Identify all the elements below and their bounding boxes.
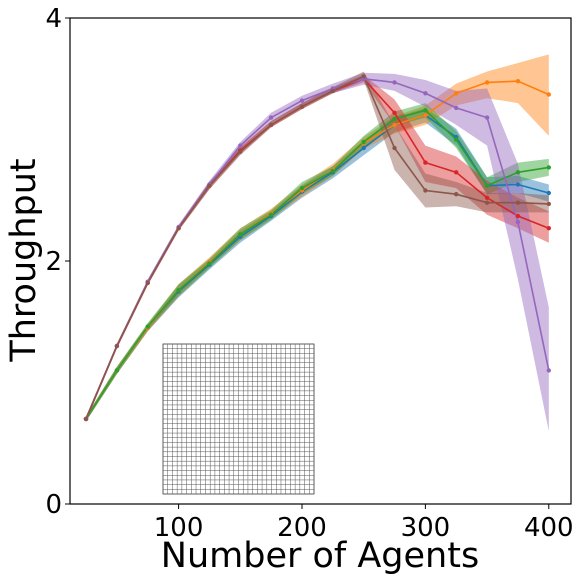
x-axis-label: Number of Agents [161,536,479,576]
series-6-point [515,200,521,205]
series-3-point [207,261,212,266]
series-4-point [515,213,521,219]
series-5-point [423,91,428,96]
series-2-point [454,91,459,96]
series-3-point [515,170,521,175]
series-5-point [299,98,305,103]
series-5-point [515,219,521,225]
series-6-point [299,104,305,109]
y-axis-ticks: 0 2 4 [45,4,70,520]
x-tick-label: 400 [524,513,574,543]
series-6-point [454,192,459,197]
series-3-point [546,165,551,170]
series-1-point [515,182,521,187]
series-2-point [392,122,397,128]
series-5-point [454,105,459,111]
series-6-point [268,122,274,128]
series-5-point [484,115,490,120]
series-3-point [423,108,428,113]
y-tick-label: 0 [45,490,62,520]
series-6-point [330,88,335,94]
series-6-point [114,343,120,349]
series-4-point [484,195,490,200]
series-5-point [238,143,243,148]
series-1-band [86,107,549,422]
y-axis-label: Throughput [4,158,44,362]
x-tick-label: 100 [154,513,204,543]
series-6-point [238,149,243,154]
series-6-point [392,145,397,151]
inset-grid-lines [162,343,315,495]
series-3-point [268,212,274,217]
series-4-point [454,170,459,175]
series-lines [85,75,550,420]
series-3-point [454,137,459,142]
series-3-point [299,185,305,191]
series-6-point [83,416,89,422]
series-6-point [176,226,181,231]
series-6-point [207,183,212,188]
series-3-point [114,368,120,373]
series-1-point [361,145,366,151]
series-5-band [86,72,549,432]
series-6-point [546,201,551,207]
grid-map-inset [162,343,315,495]
series-5-point [392,80,397,85]
x-tick-label: 200 [277,513,327,543]
series-6-point [423,188,428,193]
x-tick-label: 300 [401,513,451,543]
series-2-point [423,113,428,118]
series-6-line [85,75,549,420]
series-3-point [176,288,181,293]
series-4-band [86,75,549,422]
series-5-point [268,115,274,120]
series-3-point [484,183,490,188]
series-3-band [86,103,549,422]
series-3-point [330,168,335,174]
series-3-line [85,109,549,420]
series-4-point [546,226,551,231]
confidence-bands [86,54,549,432]
x-axis-ticks: 100 200 300 400 [154,504,574,543]
series-5-point [546,368,551,373]
series-2-point [515,79,521,84]
y-tick-label: 2 [45,247,62,277]
series-3-point [145,324,150,329]
series-3-point [392,116,397,122]
series-2-point [484,80,490,85]
series-markers [83,74,551,422]
series-3-point [238,232,243,237]
series-6-point [484,200,490,205]
series-4-point [392,110,397,116]
series-3-point [361,139,366,145]
series-4-point [423,160,428,165]
series-2-band [86,54,549,422]
series-6-point [361,74,366,79]
y-tick-label: 4 [45,4,62,34]
series-2-point [546,92,551,97]
series-6-point [145,280,150,286]
series-1-point [546,190,551,196]
